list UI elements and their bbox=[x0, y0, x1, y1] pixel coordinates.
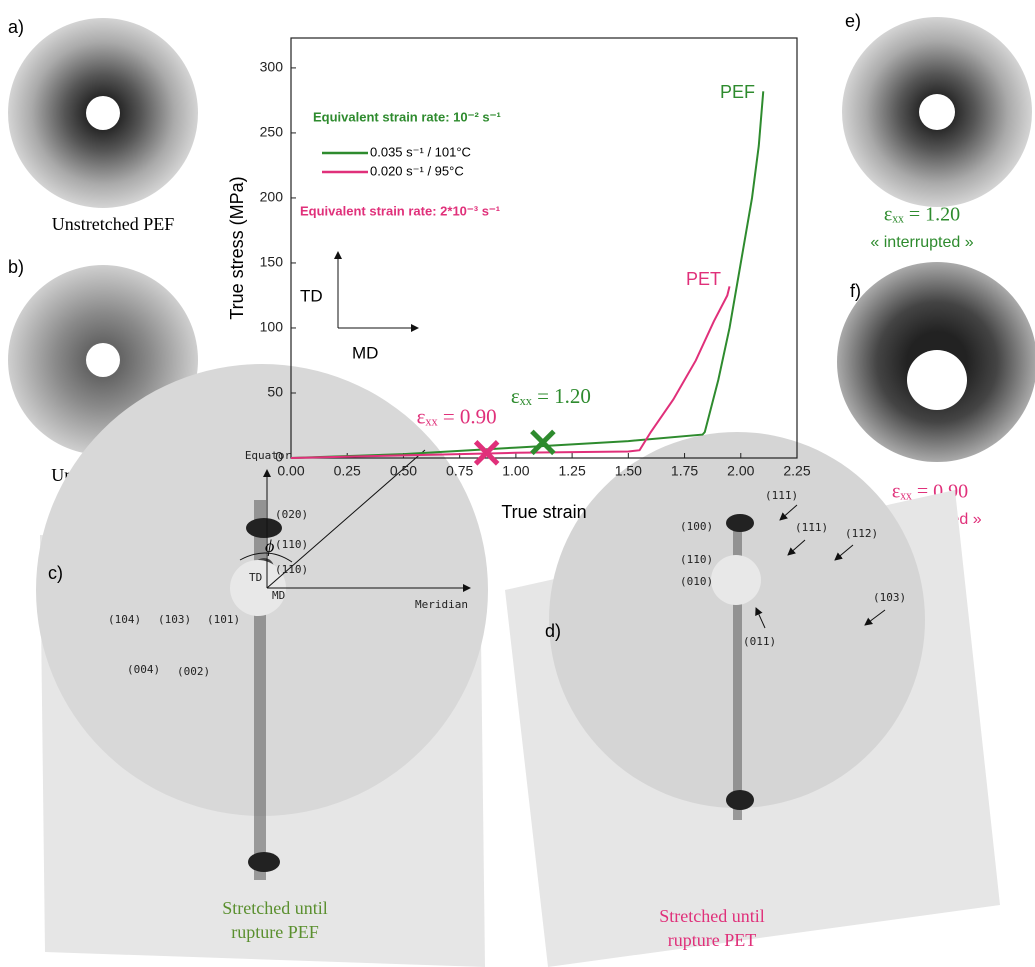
series-line bbox=[290, 286, 731, 459]
caption: rupture PET bbox=[668, 930, 756, 950]
x-tick-label: 0.25 bbox=[334, 463, 361, 479]
annotation: Meridian bbox=[415, 598, 468, 611]
caption: « interrupted » bbox=[870, 234, 973, 251]
x-tick-label: 0.50 bbox=[390, 463, 417, 479]
legend-label: 0.035 s⁻¹ / 101°C bbox=[370, 144, 471, 159]
y-tick-label: 50 bbox=[267, 384, 283, 400]
marker-label: εₓₓ = 1.20 bbox=[511, 384, 591, 408]
caption: Stretched until bbox=[659, 906, 764, 926]
annotation: (020) bbox=[275, 508, 308, 521]
annotation: (11̄0) bbox=[275, 563, 308, 576]
beamstop bbox=[907, 350, 967, 410]
annotation: (104) bbox=[108, 613, 141, 626]
annotation: (002) bbox=[177, 665, 210, 678]
annotation: (010) bbox=[680, 575, 713, 588]
annotation: TD bbox=[300, 286, 323, 305]
annotation: MD bbox=[352, 343, 378, 362]
caption: rupture PEF bbox=[231, 922, 319, 942]
y-tick-label: 100 bbox=[260, 319, 284, 335]
beamstop bbox=[919, 94, 955, 130]
annotation: TD bbox=[249, 571, 262, 584]
x-tick-label: 1.25 bbox=[558, 463, 585, 479]
y-tick-label: 250 bbox=[260, 124, 284, 140]
annotation: PET bbox=[686, 269, 721, 289]
strain-marker bbox=[530, 429, 556, 456]
pattern-c bbox=[36, 364, 488, 967]
panel-label: c) bbox=[48, 563, 63, 583]
annotation: (101) bbox=[207, 613, 240, 626]
legend-label: 0.020 s⁻¹ / 95°C bbox=[370, 163, 464, 178]
x-tick-label: 1.50 bbox=[615, 463, 642, 479]
caption: Unstretched PEF bbox=[52, 214, 174, 234]
x-tick-label: 0.00 bbox=[277, 463, 304, 479]
annotation: (1̄10) bbox=[680, 553, 713, 566]
annotation: (004) bbox=[127, 663, 160, 676]
annotation: Equivalent strain rate: 2*10⁻³ s⁻¹ bbox=[300, 203, 500, 218]
panel-label: b) bbox=[8, 257, 24, 277]
y-tick-label: 300 bbox=[260, 59, 284, 75]
annotation: (1̄11) bbox=[795, 521, 828, 534]
x-tick-label: 2.00 bbox=[727, 463, 754, 479]
panel-label: d) bbox=[545, 621, 561, 641]
x-tick-label: 1.75 bbox=[671, 463, 698, 479]
series-line bbox=[290, 91, 765, 459]
panel-label: a) bbox=[8, 17, 24, 37]
strain-marker bbox=[473, 440, 500, 466]
x-axis-title: True strain bbox=[501, 502, 586, 522]
caption: Stretched until bbox=[222, 898, 327, 918]
caption: εₓₓ = 1.20 bbox=[884, 204, 960, 226]
annotation: MD bbox=[272, 589, 285, 602]
annotation: PEF bbox=[720, 82, 755, 102]
annotation: ϕ bbox=[265, 536, 274, 556]
beamstop bbox=[86, 96, 120, 130]
annotation: Equator bbox=[245, 449, 292, 462]
y-axis-title: True stress (MPa) bbox=[227, 176, 247, 319]
annotation: (11̄1) bbox=[765, 489, 798, 502]
marker-label: εₓₓ = 0.90 bbox=[417, 405, 497, 429]
pattern-d bbox=[505, 432, 1000, 967]
annotation: (110) bbox=[275, 538, 308, 551]
annotation: (103) bbox=[158, 613, 191, 626]
x-tick-label: 1.00 bbox=[502, 463, 529, 479]
plot-frame bbox=[290, 37, 798, 459]
annotation: (01̄1) bbox=[743, 635, 776, 648]
annotation: (11̄2) bbox=[845, 527, 878, 540]
beamstop bbox=[86, 343, 120, 377]
x-tick-label: 0.75 bbox=[446, 463, 473, 479]
y-tick-label: 0 bbox=[275, 449, 283, 465]
panel-label: f) bbox=[850, 281, 861, 301]
x-tick-label: 2.25 bbox=[783, 463, 810, 479]
y-tick-label: 150 bbox=[260, 254, 284, 270]
annotation: (100) bbox=[680, 520, 713, 533]
y-tick-label: 200 bbox=[260, 189, 284, 205]
panel-label: e) bbox=[845, 11, 861, 31]
annotation: (1̄03) bbox=[873, 591, 906, 604]
annotation: Equivalent strain rate: 10⁻² s⁻¹ bbox=[313, 109, 501, 124]
